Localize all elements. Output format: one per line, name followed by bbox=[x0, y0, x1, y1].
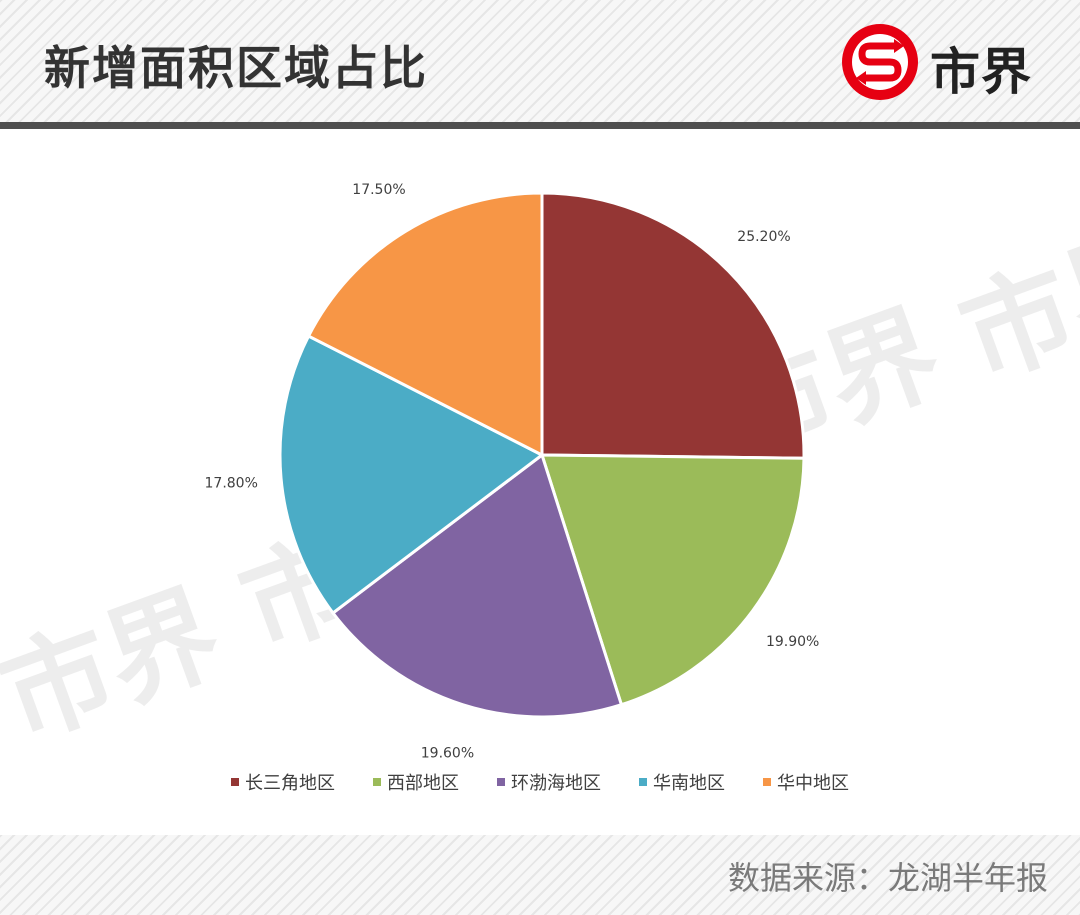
legend-swatch bbox=[231, 778, 239, 786]
header: 新增面积区域占比 市界 bbox=[0, 0, 1080, 122]
logo-mark-icon bbox=[842, 24, 918, 100]
pie-slice-1 bbox=[540, 191, 806, 460]
pie-slice-4 bbox=[278, 334, 545, 616]
legend-swatch bbox=[763, 778, 771, 786]
brand-logo: 市界 bbox=[840, 18, 1070, 108]
slice-data-label: 17.50% bbox=[352, 182, 405, 198]
legend-item: 环渤海地区 bbox=[497, 769, 601, 795]
logo-text: 市界 bbox=[930, 43, 1032, 101]
pie-slice-3 bbox=[330, 452, 624, 719]
legend-item: 华南地区 bbox=[639, 769, 725, 795]
legend-item: 长三角地区 bbox=[231, 769, 335, 795]
page-title: 新增面积区域占比 bbox=[44, 41, 428, 95]
pie-slice-2 bbox=[539, 453, 806, 707]
data-source: 数据来源：龙湖半年报 bbox=[727, 859, 1048, 897]
legend-label: 华南地区 bbox=[653, 773, 725, 794]
legend-label: 西部地区 bbox=[387, 773, 459, 794]
legend-label: 长三角地区 bbox=[245, 773, 335, 794]
chart-area: 市界市界市界市界市界 25.20%19.90%19.60%17.80%17.50… bbox=[0, 129, 1080, 835]
slice-data-label: 25.20% bbox=[737, 229, 790, 245]
legend-label: 环渤海地区 bbox=[511, 773, 601, 794]
slice-data-label: 17.80% bbox=[205, 475, 258, 491]
legend-label: 华中地区 bbox=[777, 773, 849, 794]
pie-chart: 25.20% 19.90% 19.60% 17.80% 17.50% bbox=[205, 182, 820, 761]
slice-data-label: 19.60% bbox=[421, 745, 474, 761]
legend-swatch bbox=[639, 778, 647, 786]
pie-slice-5 bbox=[306, 191, 544, 458]
legend-item: 华中地区 bbox=[763, 769, 849, 795]
footer: 数据来源：龙湖半年报 bbox=[0, 835, 1080, 915]
legend-swatch bbox=[497, 778, 505, 786]
legend-item: 西部地区 bbox=[373, 769, 459, 795]
chart-legend: 长三角地区 西部地区 环渤海地区 华南地区 华中地区 bbox=[0, 769, 1080, 795]
legend-swatch bbox=[373, 778, 381, 786]
header-divider bbox=[0, 122, 1080, 129]
slice-data-label: 19.90% bbox=[766, 634, 819, 650]
